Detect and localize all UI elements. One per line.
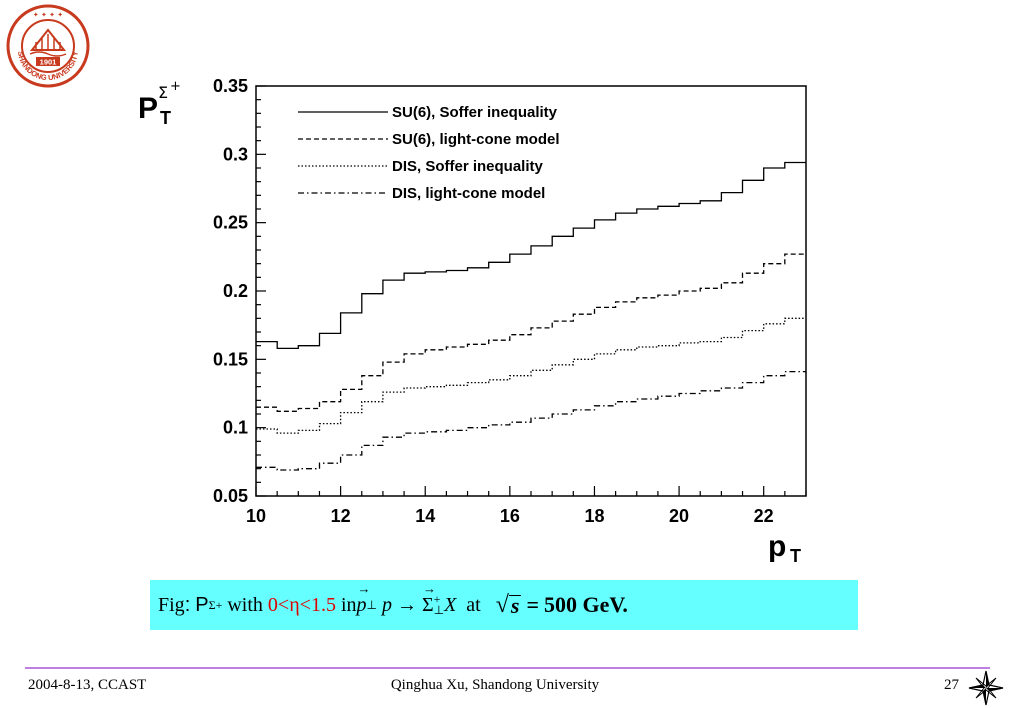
series-line — [256, 370, 806, 471]
x-tick-label: 10 — [246, 506, 266, 526]
x-tick-label: 14 — [415, 506, 435, 526]
caption-sigma-sup: + — [433, 592, 441, 606]
series-line — [256, 161, 806, 350]
figure-caption: Fig: PΣ+ with 0<η<1.5 inp⊥ p → Σ+⊥X at √… — [150, 580, 858, 630]
svg-text:T: T — [790, 546, 801, 566]
caption-sqrt-sign: √ — [495, 591, 509, 618]
caption-eta-range: 0<η<1.5 — [267, 593, 336, 616]
y-tick-label: 0.15 — [213, 349, 248, 369]
y-tick-label: 0.05 — [213, 486, 248, 506]
x-tick-label: 22 — [754, 506, 774, 526]
legend-label: SU(6), light-cone model — [392, 131, 560, 148]
y-tick-label: 0.25 — [213, 213, 248, 233]
caption-x: X — [444, 593, 457, 616]
x-tick-label: 20 — [669, 506, 689, 526]
series-line — [256, 253, 806, 412]
footer-author: Qinghua Xu, Shandong University — [390, 677, 600, 693]
footer-rule — [25, 667, 990, 669]
caption-at: at — [466, 593, 481, 616]
series-line — [256, 317, 806, 434]
caption-energy: 500 GeV. — [544, 592, 628, 617]
y-tick-label: 0.2 — [223, 281, 248, 301]
x-tick-label: 18 — [584, 506, 604, 526]
caption-sigma-sub: ⊥ — [433, 603, 445, 617]
y-tick-label: 0.1 — [223, 418, 248, 438]
caption-arrow: → — [396, 593, 417, 616]
caption-colon: : — [184, 593, 191, 616]
footer-date-venue: 2004-8-13, CCAST — [28, 677, 147, 693]
university-seal-logo: SHANDONG UNIVERSITY 1901 ✦ ✦ ✦ ✦ — [6, 4, 90, 88]
chart-legend: SU(6), Soffer inequality SU(6), light-con… — [298, 104, 560, 202]
svg-text:p: p — [768, 530, 786, 563]
caption-s: s — [508, 592, 522, 618]
legend-label: SU(6), Soffer inequality — [392, 104, 558, 121]
y-tick-label: 0.3 — [223, 144, 248, 164]
caption-equals: = — [526, 592, 539, 617]
polarization-chart: 10 12 14 16 18 20 22 0.05 0.1 0.15 0.2 0.25 0.3 0.35… — [138, 76, 807, 566]
caption-p-vector: p — [357, 581, 371, 617]
x-tick-label: 16 — [500, 506, 520, 526]
logo-year: 1901 — [40, 58, 57, 67]
y-axis-label: P T Σ + — [138, 79, 181, 128]
caption-proton: p — [381, 593, 392, 616]
series-lines — [256, 161, 806, 471]
caption-p: P — [195, 593, 209, 616]
x-tick-label: 12 — [331, 506, 351, 526]
svg-text:T: T — [160, 108, 171, 128]
caption-sigma: Σ — [422, 581, 436, 617]
y-tick-label: 0.35 — [213, 76, 248, 96]
caption-p-sub: Σ+ — [208, 597, 223, 612]
caption-perp: ⊥ — [366, 597, 377, 612]
caption-in: in — [340, 593, 357, 616]
legend-label: DIS, Soffer inequality — [392, 158, 544, 175]
caption-fig: Fig — [158, 593, 185, 616]
x-axis-label: p T — [768, 530, 801, 566]
caption-with: with — [227, 593, 263, 616]
footer-page-number: 27 — [944, 677, 959, 693]
compass-star-icon — [968, 670, 1004, 706]
svg-text:Σ: Σ — [158, 83, 168, 102]
svg-text:P: P — [138, 92, 158, 125]
logo-top-glyphs: ✦ ✦ ✦ ✦ — [33, 11, 63, 19]
y-axis-ticks: 0.05 0.1 0.15 0.2 0.25 0.3 0.35 — [213, 76, 266, 506]
svg-text:+: + — [170, 79, 181, 94]
x-axis-ticks: 10 12 14 16 18 20 22 — [246, 486, 807, 526]
legend-label: DIS, light-cone model — [392, 185, 545, 202]
